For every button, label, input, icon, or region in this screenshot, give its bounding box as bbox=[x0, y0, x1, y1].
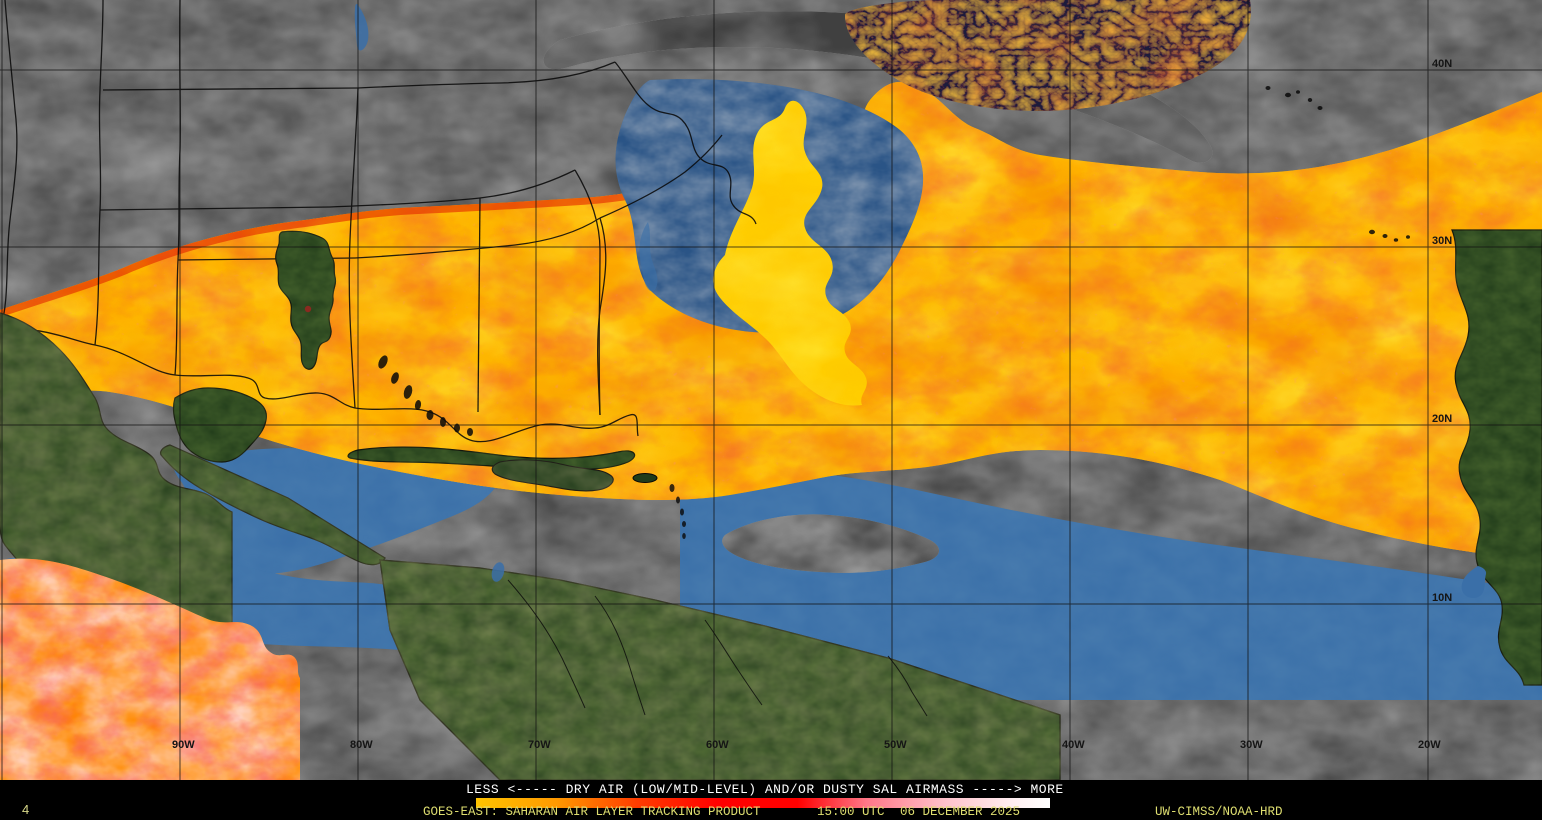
svg-text:40W: 40W bbox=[1062, 739, 1085, 751]
svg-text:4: 4 bbox=[22, 802, 29, 817]
svg-text:20W: 20W bbox=[1418, 739, 1441, 751]
svg-text:10N: 10N bbox=[1432, 592, 1452, 604]
svg-text:90W: 90W bbox=[172, 739, 195, 751]
svg-text:20N: 20N bbox=[1432, 413, 1452, 425]
svg-text:30N: 30N bbox=[1432, 235, 1452, 247]
svg-text:70W: 70W bbox=[528, 739, 551, 751]
svg-text:GOES-EAST: SAHARAN AIR LAYER T: GOES-EAST: SAHARAN AIR LAYER TRACKING PR… bbox=[423, 805, 761, 819]
svg-text:LESS <----- DRY AIR (LOW/MID-L: LESS <----- DRY AIR (LOW/MID-LEVEL) AND/… bbox=[466, 782, 1064, 797]
svg-text:80W: 80W bbox=[350, 739, 373, 751]
svg-text:06 DECEMBER 2025: 06 DECEMBER 2025 bbox=[900, 805, 1020, 819]
svg-text:15:00 UTC: 15:00 UTC bbox=[817, 805, 885, 819]
svg-text:60W: 60W bbox=[706, 739, 729, 751]
svg-text:50W: 50W bbox=[884, 739, 907, 751]
svg-text:30W: 30W bbox=[1240, 739, 1263, 751]
svg-text:UW-CIMSS/NOAA-HRD: UW-CIMSS/NOAA-HRD bbox=[1155, 805, 1283, 819]
svg-text:40N: 40N bbox=[1432, 58, 1452, 70]
